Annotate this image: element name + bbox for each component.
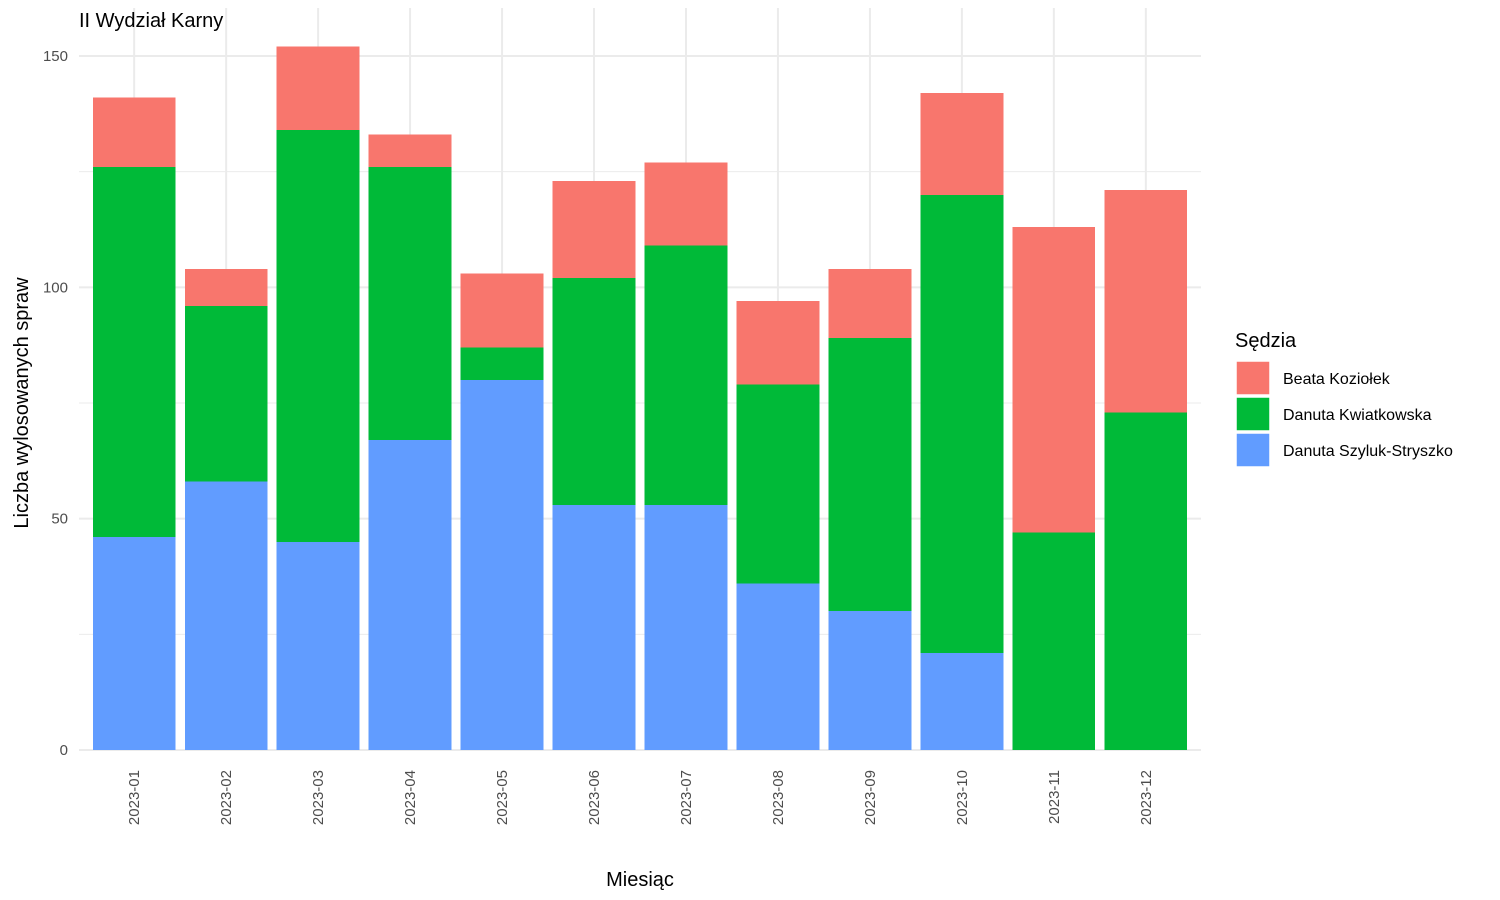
axes: 0 50 100 150 2023-01 2023-02 2023-03 2023-04 202…	[43, 48, 1155, 825]
bar-segment	[460, 379, 544, 750]
bar-segment	[736, 301, 820, 385]
legend-key	[1235, 396, 1271, 432]
bar-segment	[184, 481, 268, 750]
legend-label: Danuta Kwiatkowska	[1283, 407, 1432, 424]
y-tick-label: 50	[51, 511, 68, 528]
bar-segment	[1012, 227, 1096, 533]
legend-key	[1235, 432, 1271, 468]
x-tick-label: 2023-07	[678, 770, 695, 825]
x-tick-label: 2023-11	[1046, 770, 1063, 824]
bar-segment	[1012, 532, 1096, 750]
bar-segment	[276, 130, 360, 542]
x-tick-label: 2023-10	[954, 770, 971, 825]
bar-segment	[552, 278, 636, 505]
x-axis-title: Miesiąc	[606, 869, 674, 891]
bar-segment	[1104, 190, 1188, 413]
legend-title: Sędzia	[1235, 330, 1297, 352]
bar-segment	[920, 652, 1004, 750]
legend-key	[1235, 360, 1271, 396]
x-tick-label: 2023-03	[310, 770, 327, 825]
bar-segment	[920, 93, 1004, 195]
x-tick-label: 2023-09	[862, 770, 879, 825]
legend-label: Danuta Szyluk-Stryszko	[1283, 443, 1453, 460]
bar-segment	[828, 338, 912, 612]
bar-segment	[644, 504, 728, 750]
legend-label: Beata Koziołek	[1283, 371, 1391, 388]
bar-segment	[276, 541, 360, 750]
bar-segment	[460, 273, 544, 348]
bar-segment	[92, 537, 176, 750]
y-tick-label: 150	[43, 48, 68, 65]
bar-segment	[828, 268, 912, 339]
bar-segment	[368, 167, 452, 441]
bar-segment	[920, 194, 1004, 653]
bar-segment	[736, 384, 820, 584]
bar-segment	[276, 46, 360, 131]
x-tick-label: 2023-06	[586, 770, 603, 825]
x-tick-label: 2023-12	[1138, 770, 1155, 825]
chart-title: II Wydział Karny	[79, 10, 223, 32]
bar-segment	[368, 134, 452, 168]
y-tick-label: 0	[60, 742, 68, 759]
legend: Sędzia Beata Koziołek Danuta Kwiatkowska D…	[1235, 330, 1453, 468]
bar-segment	[184, 305, 268, 482]
bar-segment	[460, 347, 544, 380]
x-tick-label: 2023-01	[126, 770, 143, 825]
bar-segment	[644, 162, 728, 246]
y-axis-title: Liczba wylosowanych spraw	[11, 277, 33, 529]
bar-segment	[92, 167, 176, 538]
bar-segment	[552, 504, 636, 750]
bar-segment	[552, 180, 636, 279]
bar-segment	[828, 611, 912, 750]
x-tick-label: 2023-02	[218, 770, 235, 825]
bar-segment	[736, 583, 820, 750]
bar-segment	[184, 268, 268, 306]
bars	[92, 46, 1188, 750]
x-tick-label: 2023-08	[770, 770, 787, 825]
y-tick-label: 100	[43, 279, 68, 296]
x-tick-label: 2023-04	[402, 770, 419, 825]
x-tick-label: 2023-05	[494, 770, 511, 825]
bar-segment	[644, 245, 728, 505]
bar-segment	[368, 440, 452, 750]
bar-segment	[92, 97, 176, 168]
bar-segment	[1104, 412, 1188, 750]
